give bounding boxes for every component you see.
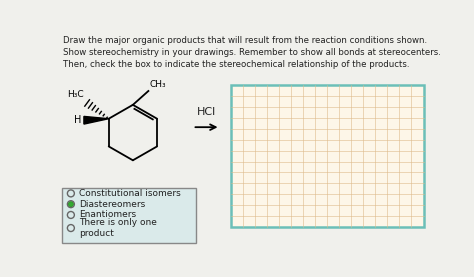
Text: Constitutional isomers: Constitutional isomers — [79, 189, 181, 198]
Text: There is only one
product: There is only one product — [79, 218, 156, 238]
FancyBboxPatch shape — [63, 188, 196, 243]
Text: Enantiomers: Enantiomers — [79, 211, 136, 219]
Text: HCl: HCl — [197, 107, 216, 117]
Circle shape — [68, 202, 73, 207]
Text: H₃C: H₃C — [67, 91, 84, 99]
Text: Diastereomers: Diastereomers — [79, 200, 145, 209]
Text: CH₃: CH₃ — [149, 80, 166, 89]
Polygon shape — [84, 116, 109, 124]
Text: Draw the major organic products that will result from the reaction conditions sh: Draw the major organic products that wil… — [63, 35, 441, 69]
Text: H: H — [74, 115, 82, 125]
Bar — [231, 85, 423, 227]
